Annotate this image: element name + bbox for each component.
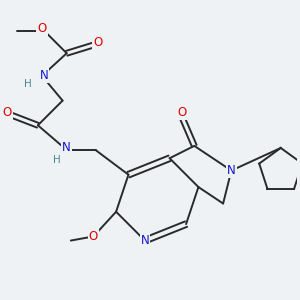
Text: O: O: [93, 37, 102, 50]
Text: N: N: [140, 234, 149, 247]
Text: H: H: [52, 155, 60, 165]
Text: N: N: [62, 141, 71, 154]
Text: O: O: [177, 106, 187, 119]
Text: O: O: [89, 230, 98, 243]
Text: N: N: [40, 69, 48, 82]
Text: O: O: [38, 22, 46, 35]
Text: O: O: [2, 106, 12, 119]
Text: H: H: [24, 79, 32, 89]
Text: N: N: [227, 164, 236, 177]
